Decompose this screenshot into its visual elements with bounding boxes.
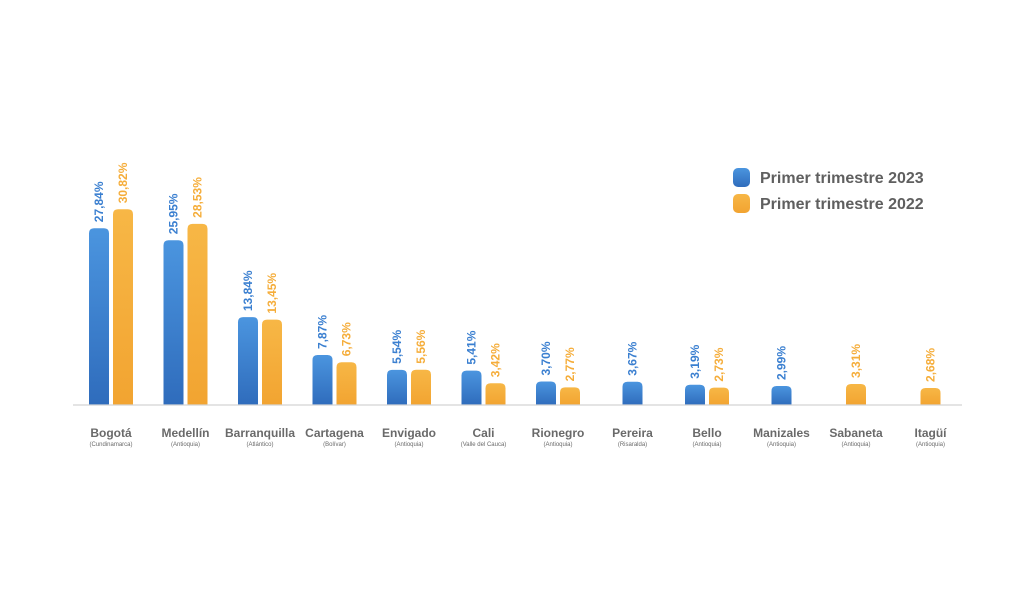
bar-medellin-series-1 xyxy=(163,240,184,405)
value-label-cali-series-1: 5,41% xyxy=(465,330,479,364)
bar-bogota-series-1 xyxy=(89,228,109,405)
category-labels-layer: Bogotá (Cundinamarca) Medellín (Antioquia) B… xyxy=(89,426,947,448)
category-region-rionegro: (Antioquia) xyxy=(543,442,572,448)
category-label-sabaneta: Sabaneta xyxy=(829,426,883,440)
value-label-envigado-series-2: 5,56% xyxy=(414,329,428,363)
bar-manizales-series-1 xyxy=(771,386,792,405)
bar-cartagena-series-1 xyxy=(312,355,333,405)
bar-pereira-series-1 xyxy=(622,381,643,405)
bar-sabaneta-series-2 xyxy=(846,383,866,405)
value-label-bello-series-1: 3,19% xyxy=(688,344,702,378)
value-label-rionegro-series-1: 3,70% xyxy=(539,341,553,375)
bar-barranquilla-series-1 xyxy=(238,317,258,405)
value-label-cali-series-2: 3,42% xyxy=(489,343,503,377)
category-label-barranquilla: Barranquilla xyxy=(225,426,295,440)
legend-swatch-series-2 xyxy=(733,194,750,213)
value-label-itagui-series-2: 2,68% xyxy=(924,348,938,382)
bar-cali-series-2 xyxy=(485,383,506,405)
value-label-barranquilla-series-1: 13,84% xyxy=(241,270,255,311)
bar-itagui-series-2 xyxy=(920,387,941,405)
value-label-medellin-series-2: 28,53% xyxy=(191,177,205,218)
bar-envigado-series-1 xyxy=(387,369,407,405)
category-label-bogota: Bogotá xyxy=(90,426,132,440)
bars-layer xyxy=(89,209,941,405)
category-region-medellin: (Antioquia) xyxy=(171,442,200,448)
category-region-sabaneta: (Antioquia) xyxy=(841,442,870,448)
value-label-cartagena-series-2: 6,73% xyxy=(340,322,354,356)
category-label-cartagena: Cartagena xyxy=(305,426,364,440)
value-label-bogota-series-1: 27,84% xyxy=(92,181,106,222)
bar-bello-series-2 xyxy=(709,387,729,405)
legend-swatch-series-1 xyxy=(733,168,750,187)
value-label-cartagena-series-1: 7,87% xyxy=(316,315,330,349)
category-label-manizales: Manizales xyxy=(753,426,810,440)
value-label-medellin-series-1: 25,95% xyxy=(167,193,181,234)
category-region-cali: (Valle del Cauca) xyxy=(461,442,507,448)
bar-bello-series-1 xyxy=(685,384,705,405)
value-label-bogota-series-2: 30,82% xyxy=(116,162,130,203)
category-label-cali: Cali xyxy=(472,426,494,440)
category-region-barranquilla: (Atlántico) xyxy=(246,442,273,448)
bar-rionegro-series-1 xyxy=(536,381,556,405)
bar-bogota-series-2 xyxy=(113,209,133,405)
bar-medellin-series-2 xyxy=(187,223,208,405)
value-label-barranquilla-series-2: 13,45% xyxy=(265,273,279,314)
value-label-envigado-series-1: 5,54% xyxy=(390,329,404,363)
category-region-pereira: (Risaralda) xyxy=(618,442,647,448)
value-labels-layer: 27,84% 30,82% 25,95% 28,53% 13,84% 13,45% 7,87… xyxy=(92,162,938,382)
category-label-medellin: Medellín xyxy=(161,426,209,440)
category-label-pereira: Pereira xyxy=(612,426,653,440)
category-region-envigado: (Antioquia) xyxy=(394,442,423,448)
bar-rionegro-series-2 xyxy=(560,387,580,405)
value-label-pereira-series-1: 3,67% xyxy=(626,341,640,375)
category-label-envigado: Envigado xyxy=(382,426,436,440)
category-region-bello: (Antioquia) xyxy=(692,442,721,448)
category-region-itagui: (Antioquia) xyxy=(916,442,945,448)
category-label-itagui: Itagüí xyxy=(915,426,948,440)
value-label-sabaneta-series-2: 3,31% xyxy=(849,344,863,378)
legend: Primer trimestre 2023 Primer trimestre 20… xyxy=(733,168,924,213)
category-region-manizales: (Antioquia) xyxy=(767,442,796,448)
category-region-cartagena: (Bolívar) xyxy=(323,442,346,448)
bar-cartagena-series-2 xyxy=(336,362,357,405)
value-label-manizales-series-1: 2,99% xyxy=(775,346,789,380)
bar-envigado-series-2 xyxy=(411,369,431,405)
legend-label-series-1: Primer trimestre 2023 xyxy=(760,170,924,187)
value-label-rionegro-series-2: 2,77% xyxy=(563,347,577,381)
category-label-bello: Bello xyxy=(692,426,721,440)
category-label-rionegro: Rionegro xyxy=(532,426,585,440)
legend-label-series-2: Primer trimestre 2022 xyxy=(760,196,924,213)
bar-barranquilla-series-2 xyxy=(262,319,282,405)
value-label-bello-series-2: 2,73% xyxy=(712,347,726,381)
category-region-bogota: (Cundinamarca) xyxy=(89,442,132,448)
bar-cali-series-1 xyxy=(461,370,482,405)
